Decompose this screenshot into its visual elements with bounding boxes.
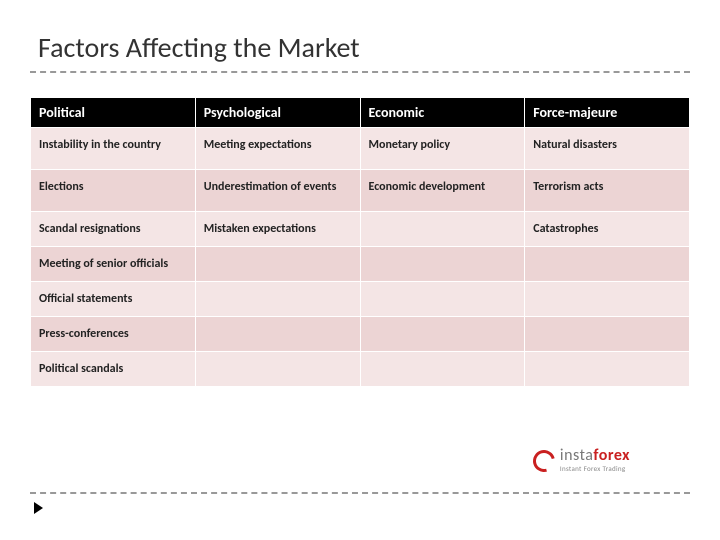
logo-word-red: forex [593, 446, 630, 465]
cell [525, 317, 690, 352]
cell [360, 352, 525, 387]
cell [195, 317, 360, 352]
table-row: Political scandals [31, 352, 690, 387]
divider-top [30, 71, 690, 73]
cell [360, 317, 525, 352]
cell: Official statements [31, 282, 196, 317]
table-row: Scandal resignations Mistaken expectatio… [31, 212, 690, 247]
table-row: Press-conferences [31, 317, 690, 352]
col-psychological: Psychological [195, 98, 360, 128]
logo-word-grey: insta [560, 446, 593, 465]
table-row: Official statements [31, 282, 690, 317]
cell: Underestimation of events [195, 170, 360, 212]
table-header-row: Political Psychological Economic Force-m… [31, 98, 690, 128]
table-row: Elections Underestimation of events Econ… [31, 170, 690, 212]
cell: Economic development [360, 170, 525, 212]
divider-bottom [30, 492, 690, 494]
col-economic: Economic [360, 98, 525, 128]
cell [195, 282, 360, 317]
slide-title: Factors Affecting the Market [38, 30, 690, 65]
table-row: Instability in the country Meeting expec… [31, 128, 690, 170]
cell: Instability in the country [31, 128, 196, 170]
cell [360, 247, 525, 282]
cell: Mistaken expectations [195, 212, 360, 247]
cell [525, 352, 690, 387]
cell: Meeting expectations [195, 128, 360, 170]
cell: Press-conferences [31, 317, 196, 352]
cell: Catastrophes [525, 212, 690, 247]
logo-text: instaforex Instant Forex Trading [560, 448, 630, 472]
brand-logo: instaforex Instant Forex Trading [532, 448, 630, 472]
cell: Terrorism acts [525, 170, 690, 212]
logo-tagline: Instant Forex Trading [560, 465, 630, 472]
cell [360, 282, 525, 317]
col-political: Political [31, 98, 196, 128]
cell [525, 247, 690, 282]
cell: Scandal resignations [31, 212, 196, 247]
cell: Monetary policy [360, 128, 525, 170]
cell: Elections [31, 170, 196, 212]
cell [195, 352, 360, 387]
col-force-majeure: Force-majeure [525, 98, 690, 128]
logo-icon [532, 449, 554, 471]
table-row: Meeting of senior officials [31, 247, 690, 282]
cell: Meeting of senior officials [31, 247, 196, 282]
cell [195, 247, 360, 282]
cell: Natural disasters [525, 128, 690, 170]
factors-table: Political Psychological Economic Force-m… [30, 97, 690, 387]
cell: Political scandals [31, 352, 196, 387]
arrow-right-icon [34, 502, 43, 514]
cell [525, 282, 690, 317]
cell [360, 212, 525, 247]
